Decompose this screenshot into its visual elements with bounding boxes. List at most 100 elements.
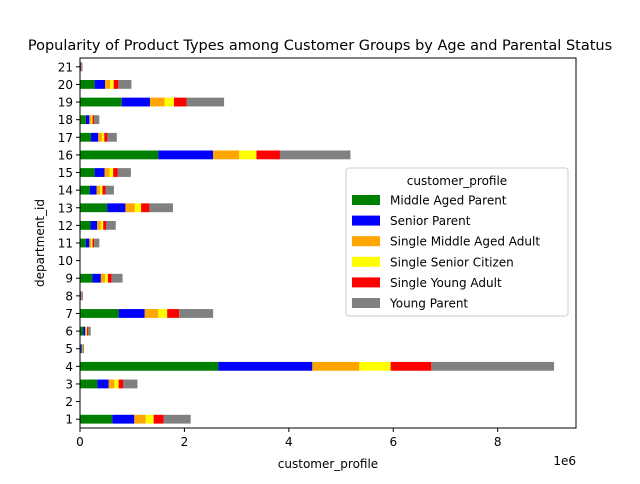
bar-segment-dept-12-senior-parent: [90, 221, 97, 230]
y-tick-label: 1: [65, 413, 73, 427]
bar-segment-dept-17-single-young-adult: [104, 133, 107, 142]
bar-segment-dept-8-young-parent: [82, 291, 83, 300]
bar-segment-dept-17-young-parent: [107, 133, 116, 142]
bar-segment-dept-9-single-young-adult: [108, 274, 112, 283]
bar-segment-dept-20-single-middle-aged-adult: [105, 80, 110, 89]
y-tick-label: 15: [58, 166, 73, 180]
legend-label: Senior Parent: [390, 214, 471, 228]
y-tick-label: 13: [58, 201, 73, 215]
bar-segment-dept-4-middle-aged-parent: [80, 362, 218, 371]
bar-segment-dept-11-single-young-adult: [93, 239, 95, 248]
bar-segment-dept-12-single-young-adult: [103, 221, 106, 230]
legend-label: Middle Aged Parent: [390, 194, 507, 208]
bar-segment-dept-11-single-senior-citizen: [91, 239, 92, 248]
bar-segment-dept-19-senior-parent: [122, 98, 150, 107]
bar-segment-dept-16-single-middle-aged-adult: [213, 151, 239, 160]
bar-segment-dept-17-single-senior-citizen: [102, 133, 104, 142]
y-tick-label: 20: [58, 78, 73, 92]
bar-segment-dept-14-middle-aged-parent: [80, 186, 90, 195]
bar-segment-dept-9-single-senior-citizen: [105, 274, 108, 283]
bar-segment-dept-18-middle-aged-parent: [80, 115, 86, 124]
bar-segment-dept-21-young-parent: [82, 62, 83, 71]
bar-segment-dept-12-middle-aged-parent: [80, 221, 90, 230]
bar-segment-dept-4-single-senior-citizen: [359, 362, 390, 371]
bar-segment-dept-3-senior-parent: [97, 380, 108, 389]
y-tick-label: 3: [65, 377, 73, 391]
bar-segment-dept-9-single-middle-aged-adult: [101, 274, 105, 283]
legend-swatch: [352, 236, 380, 246]
legend-swatch: [352, 216, 380, 226]
bar-segment-dept-19-single-middle-aged-adult: [150, 98, 165, 107]
bar-segment-dept-14-single-young-adult: [102, 186, 105, 195]
bar-segment-dept-4-young-parent: [431, 362, 554, 371]
y-tick-label: 2: [65, 395, 73, 409]
bar-segment-dept-14-senior-parent: [90, 186, 97, 195]
y-tick-label: 18: [58, 113, 73, 127]
bar-segment-dept-6-young-parent: [88, 327, 91, 336]
bar-segment-dept-20-senior-parent: [95, 80, 105, 89]
y-tick-label: 4: [65, 360, 73, 374]
bar-segment-dept-19-single-senior-citizen: [165, 98, 174, 107]
bar-segment-dept-18-senior-parent: [86, 115, 90, 124]
bar-segment-dept-14-single-middle-aged-adult: [97, 186, 100, 195]
bar-segment-dept-14-young-parent: [106, 186, 114, 195]
x-tick-label: 6: [389, 435, 397, 449]
x-axis-offset-label: 1e6: [553, 454, 576, 468]
bar-segment-dept-15-single-senior-citizen: [110, 168, 113, 177]
bar-segment-dept-21-senior-parent: [81, 62, 82, 71]
bar-segment-dept-3-middle-aged-parent: [80, 380, 97, 389]
bar-segment-dept-11-single-middle-aged-adult: [89, 239, 91, 248]
legend-swatch: [352, 298, 380, 308]
legend-label: Single Senior Citizen: [390, 255, 514, 269]
bar-segment-dept-11-middle-aged-parent: [80, 239, 86, 248]
bar-segment-dept-20-single-senior-citizen: [110, 80, 113, 89]
legend: customer_profile Middle Aged ParentSenio…: [346, 168, 568, 316]
bar-segment-dept-9-senior-parent: [93, 274, 101, 283]
bar-segment-dept-11-young-parent: [94, 239, 99, 248]
bar-segment-dept-4-single-middle-aged-adult: [312, 362, 359, 371]
legend-label: Young Parent: [389, 297, 468, 311]
bar-segment-dept-17-middle-aged-parent: [80, 133, 91, 142]
bar-segment-dept-16-single-senior-citizen: [239, 151, 256, 160]
y-tick-label: 21: [58, 60, 73, 74]
y-tick-label: 14: [58, 184, 73, 198]
bar-segment-dept-7-middle-aged-parent: [80, 309, 119, 318]
y-tick-label: 5: [65, 342, 73, 356]
bar-segment-dept-19-middle-aged-parent: [80, 98, 122, 107]
bar-segment-dept-13-single-young-adult: [141, 203, 149, 212]
bar-segment-dept-20-young-parent: [118, 80, 131, 89]
bar-segment-dept-6-single-senior-citizen: [86, 327, 87, 336]
y-axis-label: department_id: [33, 199, 47, 287]
bar-segment-dept-1-single-senior-citizen: [146, 415, 154, 424]
bar-segment-dept-8-senior-parent: [81, 291, 82, 300]
bar-segment-dept-1-middle-aged-parent: [80, 415, 112, 424]
bar-segment-dept-16-senior-parent: [158, 151, 213, 160]
bar-segment-dept-7-single-middle-aged-adult: [145, 309, 159, 318]
bar-segment-dept-20-single-young-adult: [114, 80, 119, 89]
bar-segment-dept-15-single-middle-aged-adult: [105, 168, 110, 177]
bar-segment-dept-13-middle-aged-parent: [80, 203, 107, 212]
bar-segment-dept-5-senior-parent: [81, 344, 82, 353]
bar-segment-dept-13-single-middle-aged-adult: [125, 203, 134, 212]
bar-segment-dept-12-young-parent: [106, 221, 115, 230]
bar-segment-dept-9-young-parent: [112, 274, 123, 283]
y-tick-label: 9: [65, 272, 73, 286]
bar-segment-dept-18-single-middle-aged-adult: [89, 115, 91, 124]
bar-segment-dept-4-senior-parent: [218, 362, 312, 371]
bar-segment-dept-16-middle-aged-parent: [80, 151, 158, 160]
bar-segment-dept-7-single-young-adult: [167, 309, 179, 318]
x-tick-label: 8: [494, 435, 502, 449]
bar-segment-dept-15-middle-aged-parent: [80, 168, 95, 177]
bar-segment-dept-17-single-middle-aged-adult: [98, 133, 102, 142]
chart-title: Popularity of Product Types among Custom…: [28, 38, 612, 54]
bar-segment-dept-17-senior-parent: [91, 133, 98, 142]
bar-segment-dept-11-senior-parent: [86, 239, 90, 248]
x-tick-label: 0: [76, 435, 84, 449]
bar-segment-dept-7-senior-parent: [119, 309, 145, 318]
y-tick-label: 6: [65, 325, 73, 339]
bar-segment-dept-9-middle-aged-parent: [80, 274, 93, 283]
bar-segment-dept-3-single-senior-citizen: [114, 380, 118, 389]
